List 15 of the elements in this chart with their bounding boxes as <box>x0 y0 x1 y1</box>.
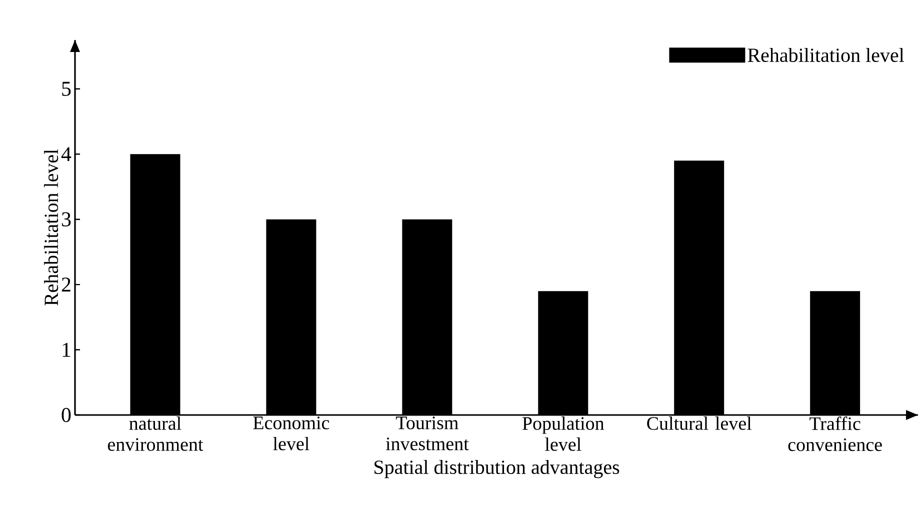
y-tick-label: 5 <box>62 82 71 96</box>
x-tick-label: Cultural level <box>647 416 752 430</box>
x-axis-title: Spatial distribution advantages <box>374 460 620 478</box>
y-tick-label: 1 <box>62 342 70 357</box>
y-axis-title: Rehabilitation level <box>44 149 58 306</box>
y-tick-label: 3 <box>62 212 71 226</box>
legend-label: Rehabilitation level <box>748 48 904 62</box>
y-tick-label: 0 <box>62 408 71 422</box>
x-tick-label: Economic level <box>253 416 330 450</box>
x-tick-label: Traffic convenience <box>788 416 882 452</box>
y-tick-label: 2 <box>62 278 70 292</box>
x-tick-label: Tourism investment <box>386 416 469 450</box>
y-tick-label: 4 <box>61 147 72 162</box>
x-tick-label: natural environment <box>108 416 204 451</box>
x-tick-label: Population level <box>522 416 604 451</box>
